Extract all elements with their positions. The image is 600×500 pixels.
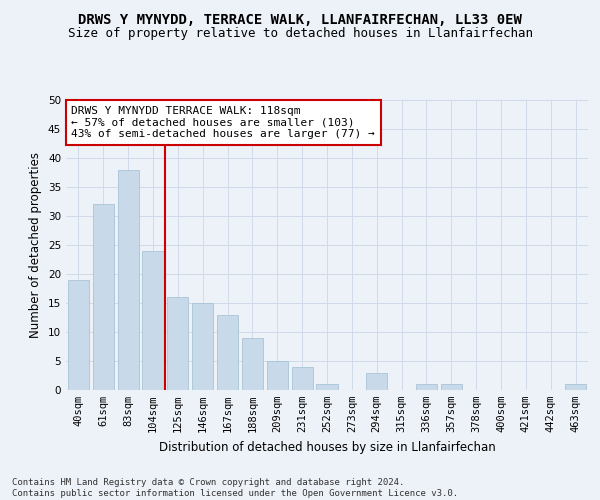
- Bar: [68, 280, 89, 390]
- Bar: [267, 361, 288, 390]
- Bar: [93, 204, 114, 390]
- Text: DRWS Y MYNYDD TERRACE WALK: 118sqm
← 57% of detached houses are smaller (103)
43: DRWS Y MYNYDD TERRACE WALK: 118sqm ← 57%…: [71, 106, 375, 139]
- Bar: [142, 251, 164, 390]
- Text: Size of property relative to detached houses in Llanfairfechan: Size of property relative to detached ho…: [67, 28, 533, 40]
- Bar: [192, 303, 213, 390]
- Bar: [316, 384, 338, 390]
- Bar: [416, 384, 437, 390]
- Bar: [167, 297, 188, 390]
- Bar: [118, 170, 139, 390]
- Y-axis label: Number of detached properties: Number of detached properties: [29, 152, 43, 338]
- Bar: [441, 384, 462, 390]
- Text: DRWS Y MYNYDD, TERRACE WALK, LLANFAIRFECHAN, LL33 0EW: DRWS Y MYNYDD, TERRACE WALK, LLANFAIRFEC…: [78, 12, 522, 26]
- Bar: [565, 384, 586, 390]
- Bar: [366, 372, 387, 390]
- Bar: [242, 338, 263, 390]
- X-axis label: Distribution of detached houses by size in Llanfairfechan: Distribution of detached houses by size …: [158, 440, 496, 454]
- Bar: [217, 314, 238, 390]
- Text: Contains HM Land Registry data © Crown copyright and database right 2024.
Contai: Contains HM Land Registry data © Crown c…: [12, 478, 458, 498]
- Bar: [292, 367, 313, 390]
